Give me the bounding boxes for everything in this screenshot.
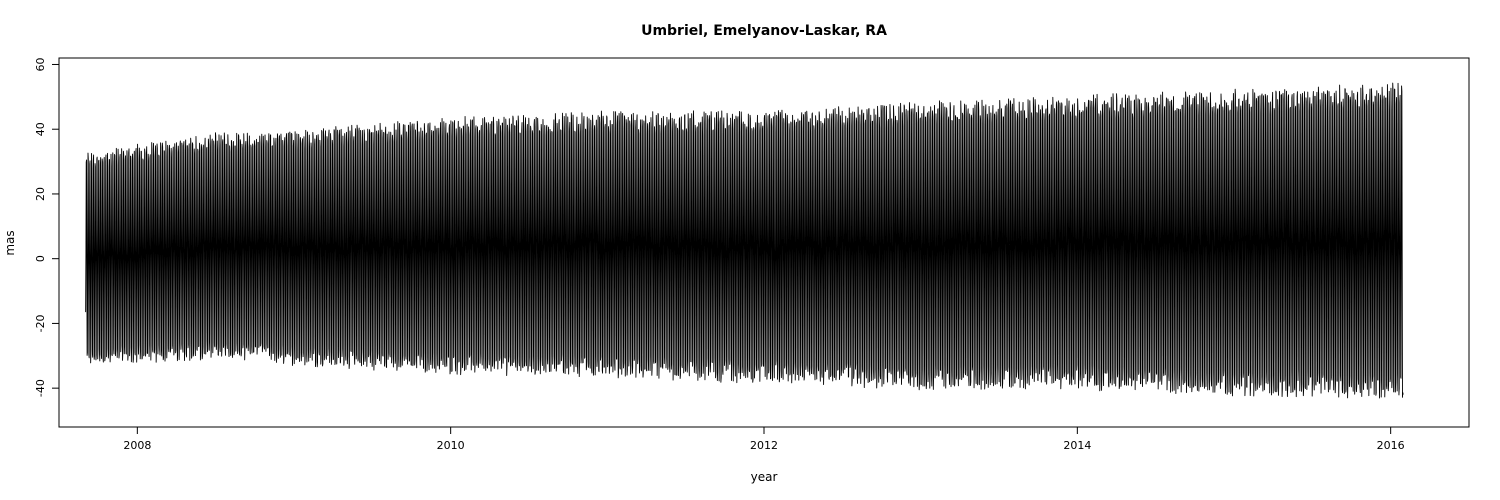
y-tick-label: 0: [34, 255, 47, 262]
y-tick-label: -40: [34, 379, 47, 397]
y-axis-label: mas: [3, 230, 17, 255]
x-tick-label: 2016: [1377, 439, 1405, 452]
x-tick-label: 2008: [123, 439, 151, 452]
x-axis: 2008 2010 2012 2014 2016: [123, 426, 1405, 452]
y-tick-label: 40: [34, 122, 47, 136]
y-tick-label: 60: [34, 57, 47, 71]
y-tick-label: -20: [34, 314, 47, 332]
series-line: [85, 82, 1404, 399]
x-tick-label: 2010: [437, 439, 465, 452]
series-layer: [85, 82, 1404, 399]
x-tick-label: 2014: [1063, 439, 1091, 452]
y-tick-label: 20: [34, 187, 47, 201]
x-tick-label: 2012: [750, 439, 778, 452]
chart-title: Umbriel, Emelyanov-Laskar, RA: [641, 23, 887, 39]
x-axis-label: year: [751, 470, 778, 484]
y-axis: -40 -20 0 20 40 60: [34, 57, 60, 397]
